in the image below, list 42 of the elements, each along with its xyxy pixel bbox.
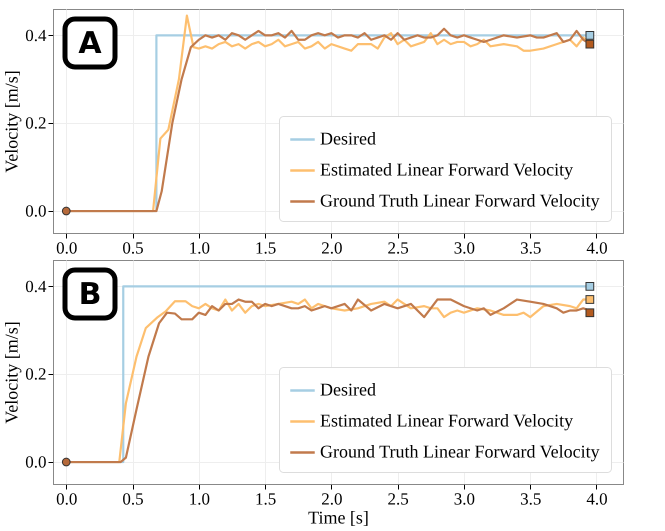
- x-tick-label: 1.0: [188, 490, 210, 508]
- legend-label: Ground Truth Linear Forward Velocity: [320, 190, 600, 210]
- y-tick-label: 0.2: [25, 364, 46, 384]
- x-tick-label: 0.5: [122, 238, 144, 258]
- x-tick-label: 0.0: [56, 238, 78, 258]
- legend-label: Estimated Linear Forward Velocity: [320, 410, 574, 430]
- y-tick-label: 0.0: [25, 452, 46, 472]
- y-axis-title: Velocity [m/s]: [1, 70, 22, 173]
- y-tick-label: 0.4: [25, 26, 47, 45]
- x-tick-label: 3.5: [520, 490, 542, 508]
- x-tick-label: 3.5: [520, 238, 542, 258]
- x-tick-label: 2.5: [388, 490, 409, 508]
- x-tick-label: 3.0: [454, 238, 476, 258]
- y-tick-label: 0.2: [25, 114, 46, 133]
- legend-label: Estimated Linear Forward Velocity: [320, 160, 574, 180]
- x-tick-label: 4.0: [586, 238, 608, 258]
- y-axis-title: Velocity [m/s]: [1, 321, 22, 424]
- annotation: A: [78, 26, 102, 61]
- y-tick-label: 0.4: [25, 276, 47, 296]
- point: [62, 458, 71, 466]
- x-tick-label: 4.0: [586, 490, 608, 508]
- x-tick-label: 1.5: [254, 238, 276, 258]
- x-tick-label: 2.5: [388, 238, 409, 258]
- point: [585, 282, 594, 291]
- x-tick-label: 2.0: [321, 238, 342, 258]
- x-tick-label: 0.0: [56, 490, 78, 508]
- point: [585, 295, 594, 304]
- x-tick-label: 2.0: [321, 490, 342, 508]
- point: [585, 40, 594, 49]
- point: [62, 206, 71, 216]
- point: [585, 30, 594, 40]
- x-tick-label: 1.5: [254, 490, 276, 508]
- legend-label: Desired: [320, 380, 376, 400]
- x-tick-label: 1.0: [188, 238, 210, 258]
- legend-label: Desired: [320, 128, 376, 148]
- point: [585, 308, 594, 318]
- legend-label: Ground Truth Linear Forward Velocity: [320, 442, 600, 462]
- y-tick-label: 0.0: [25, 202, 46, 221]
- x-tick-label: 0.5: [122, 490, 144, 508]
- annotation: B: [78, 277, 102, 312]
- x-axis-title: Time [s]: [308, 508, 369, 528]
- x-tick-label: 3.0: [454, 490, 476, 508]
